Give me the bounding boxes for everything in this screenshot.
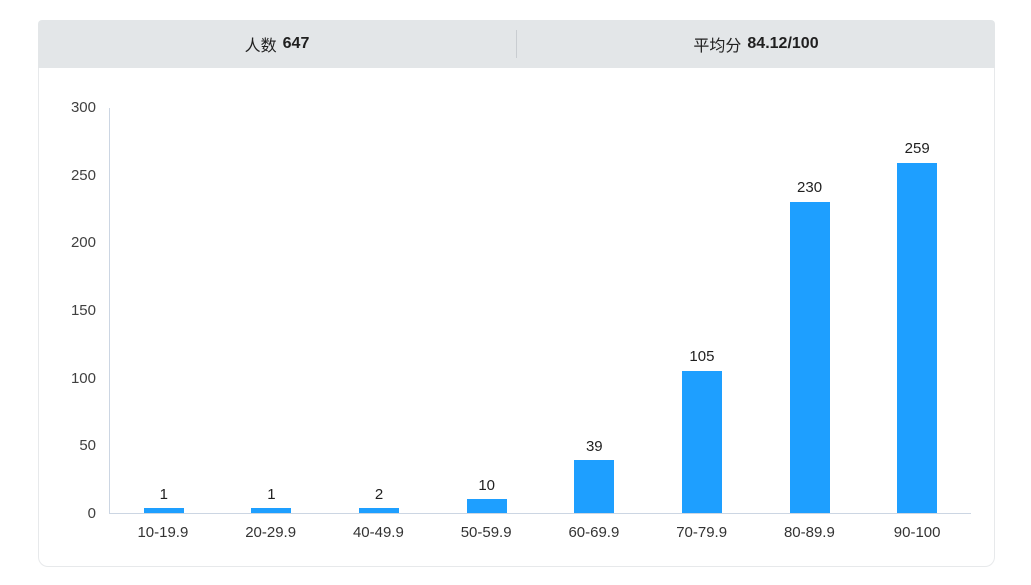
x-axis-labels: 10-19.9 20-29.9 40-49.9 50-59.9 60-69.9 70-79…	[109, 524, 971, 541]
bar-slot: 1	[110, 485, 218, 513]
bar-90-100[interactable]	[897, 162, 938, 513]
average-value: 84.12/100	[747, 35, 819, 52]
bar-slot: 2	[325, 485, 433, 513]
count-stat: 人数 647	[38, 20, 516, 68]
bar-slot: 230	[756, 180, 864, 513]
stats-bar: 人数 647 平均分 84.12/100	[38, 20, 995, 68]
x-tick-label: 90-100	[893, 524, 941, 541]
x-tick-label: 70-79.9	[676, 524, 728, 541]
bar-value-label: 10	[478, 476, 496, 494]
y-tick-label: 100	[70, 369, 96, 387]
x-tick-label: 20-29.9	[245, 524, 297, 541]
bar-value-label: 259	[904, 140, 930, 157]
bar-40-49.9[interactable]	[359, 508, 400, 513]
bar-slot: 39	[541, 437, 649, 513]
x-tick-label: 40-49.9	[352, 524, 404, 541]
count-label: 人数	[244, 38, 277, 55]
count-value: 647	[282, 35, 310, 52]
bar-value-label: 1	[267, 485, 276, 503]
bar-50-59.9[interactable]	[466, 499, 507, 513]
x-tick-label: 10-19.9	[137, 524, 189, 541]
y-tick-label: 250	[70, 166, 96, 184]
bar-80-89.9[interactable]	[789, 201, 830, 513]
bar-chart: 0 50 100 150 200 250 300 1 1 2 10 39 105 230 259 10-1…	[38, 68, 995, 567]
bar-60-69.9[interactable]	[574, 460, 615, 513]
bar-slot: 259	[863, 140, 971, 513]
bar-slot: 1	[218, 485, 326, 513]
bar-slot: 105	[648, 349, 756, 513]
average-stat: 平均分 84.12/100	[517, 20, 995, 68]
bar-10-19.9[interactable]	[143, 508, 184, 513]
stats-divider	[516, 30, 517, 58]
bar-value-label: 2	[374, 485, 384, 503]
average-label: 平均分	[693, 38, 742, 55]
y-tick-label: 300	[70, 99, 96, 116]
bar-value-label: 105	[689, 348, 715, 366]
y-tick-label: 200	[70, 234, 96, 252]
y-tick-label: 50	[79, 437, 96, 455]
x-tick-label: 80-89.9	[783, 524, 835, 541]
y-tick-label: 150	[70, 302, 96, 319]
x-tick-label: 60-69.9	[568, 524, 620, 541]
bars-row: 1 1 2 10 39 105 230 259	[110, 108, 971, 513]
y-tick-label: 0	[87, 505, 96, 522]
y-axis-labels: 0 50 100 150 200 250 300	[39, 68, 96, 566]
bar-slot: 10	[433, 476, 541, 513]
bar-70-79.9[interactable]	[681, 370, 722, 513]
plot-area: 1 1 2 10 39 105 230 259	[109, 108, 971, 514]
bar-value-label: 1	[159, 485, 168, 503]
bar-20-29.9[interactable]	[251, 508, 292, 513]
x-tick-label: 50-59.9	[460, 524, 512, 541]
score-distribution-card: 人数 647 平均分 84.12/100 0 50 100 150 200 250 300 …	[38, 20, 995, 567]
bar-value-label: 230	[797, 179, 823, 197]
bar-value-label: 39	[585, 437, 603, 455]
